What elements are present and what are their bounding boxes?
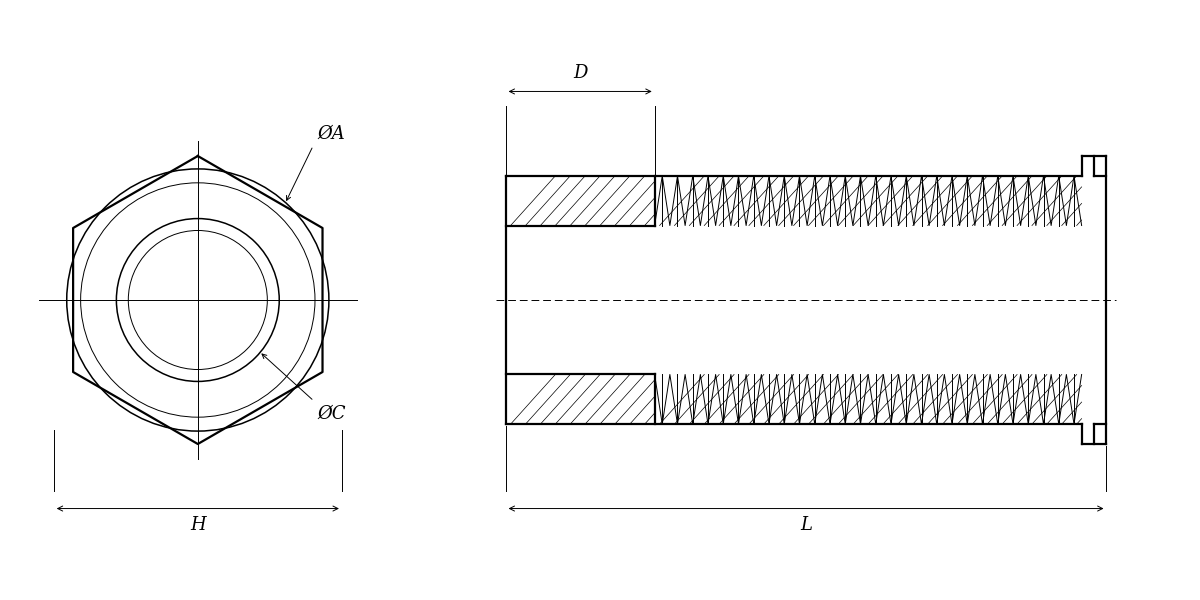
Text: D: D: [572, 64, 587, 82]
Text: ØA: ØA: [317, 125, 344, 143]
Text: L: L: [800, 517, 812, 535]
Text: ØC: ØC: [317, 404, 346, 422]
Text: H: H: [190, 517, 205, 535]
